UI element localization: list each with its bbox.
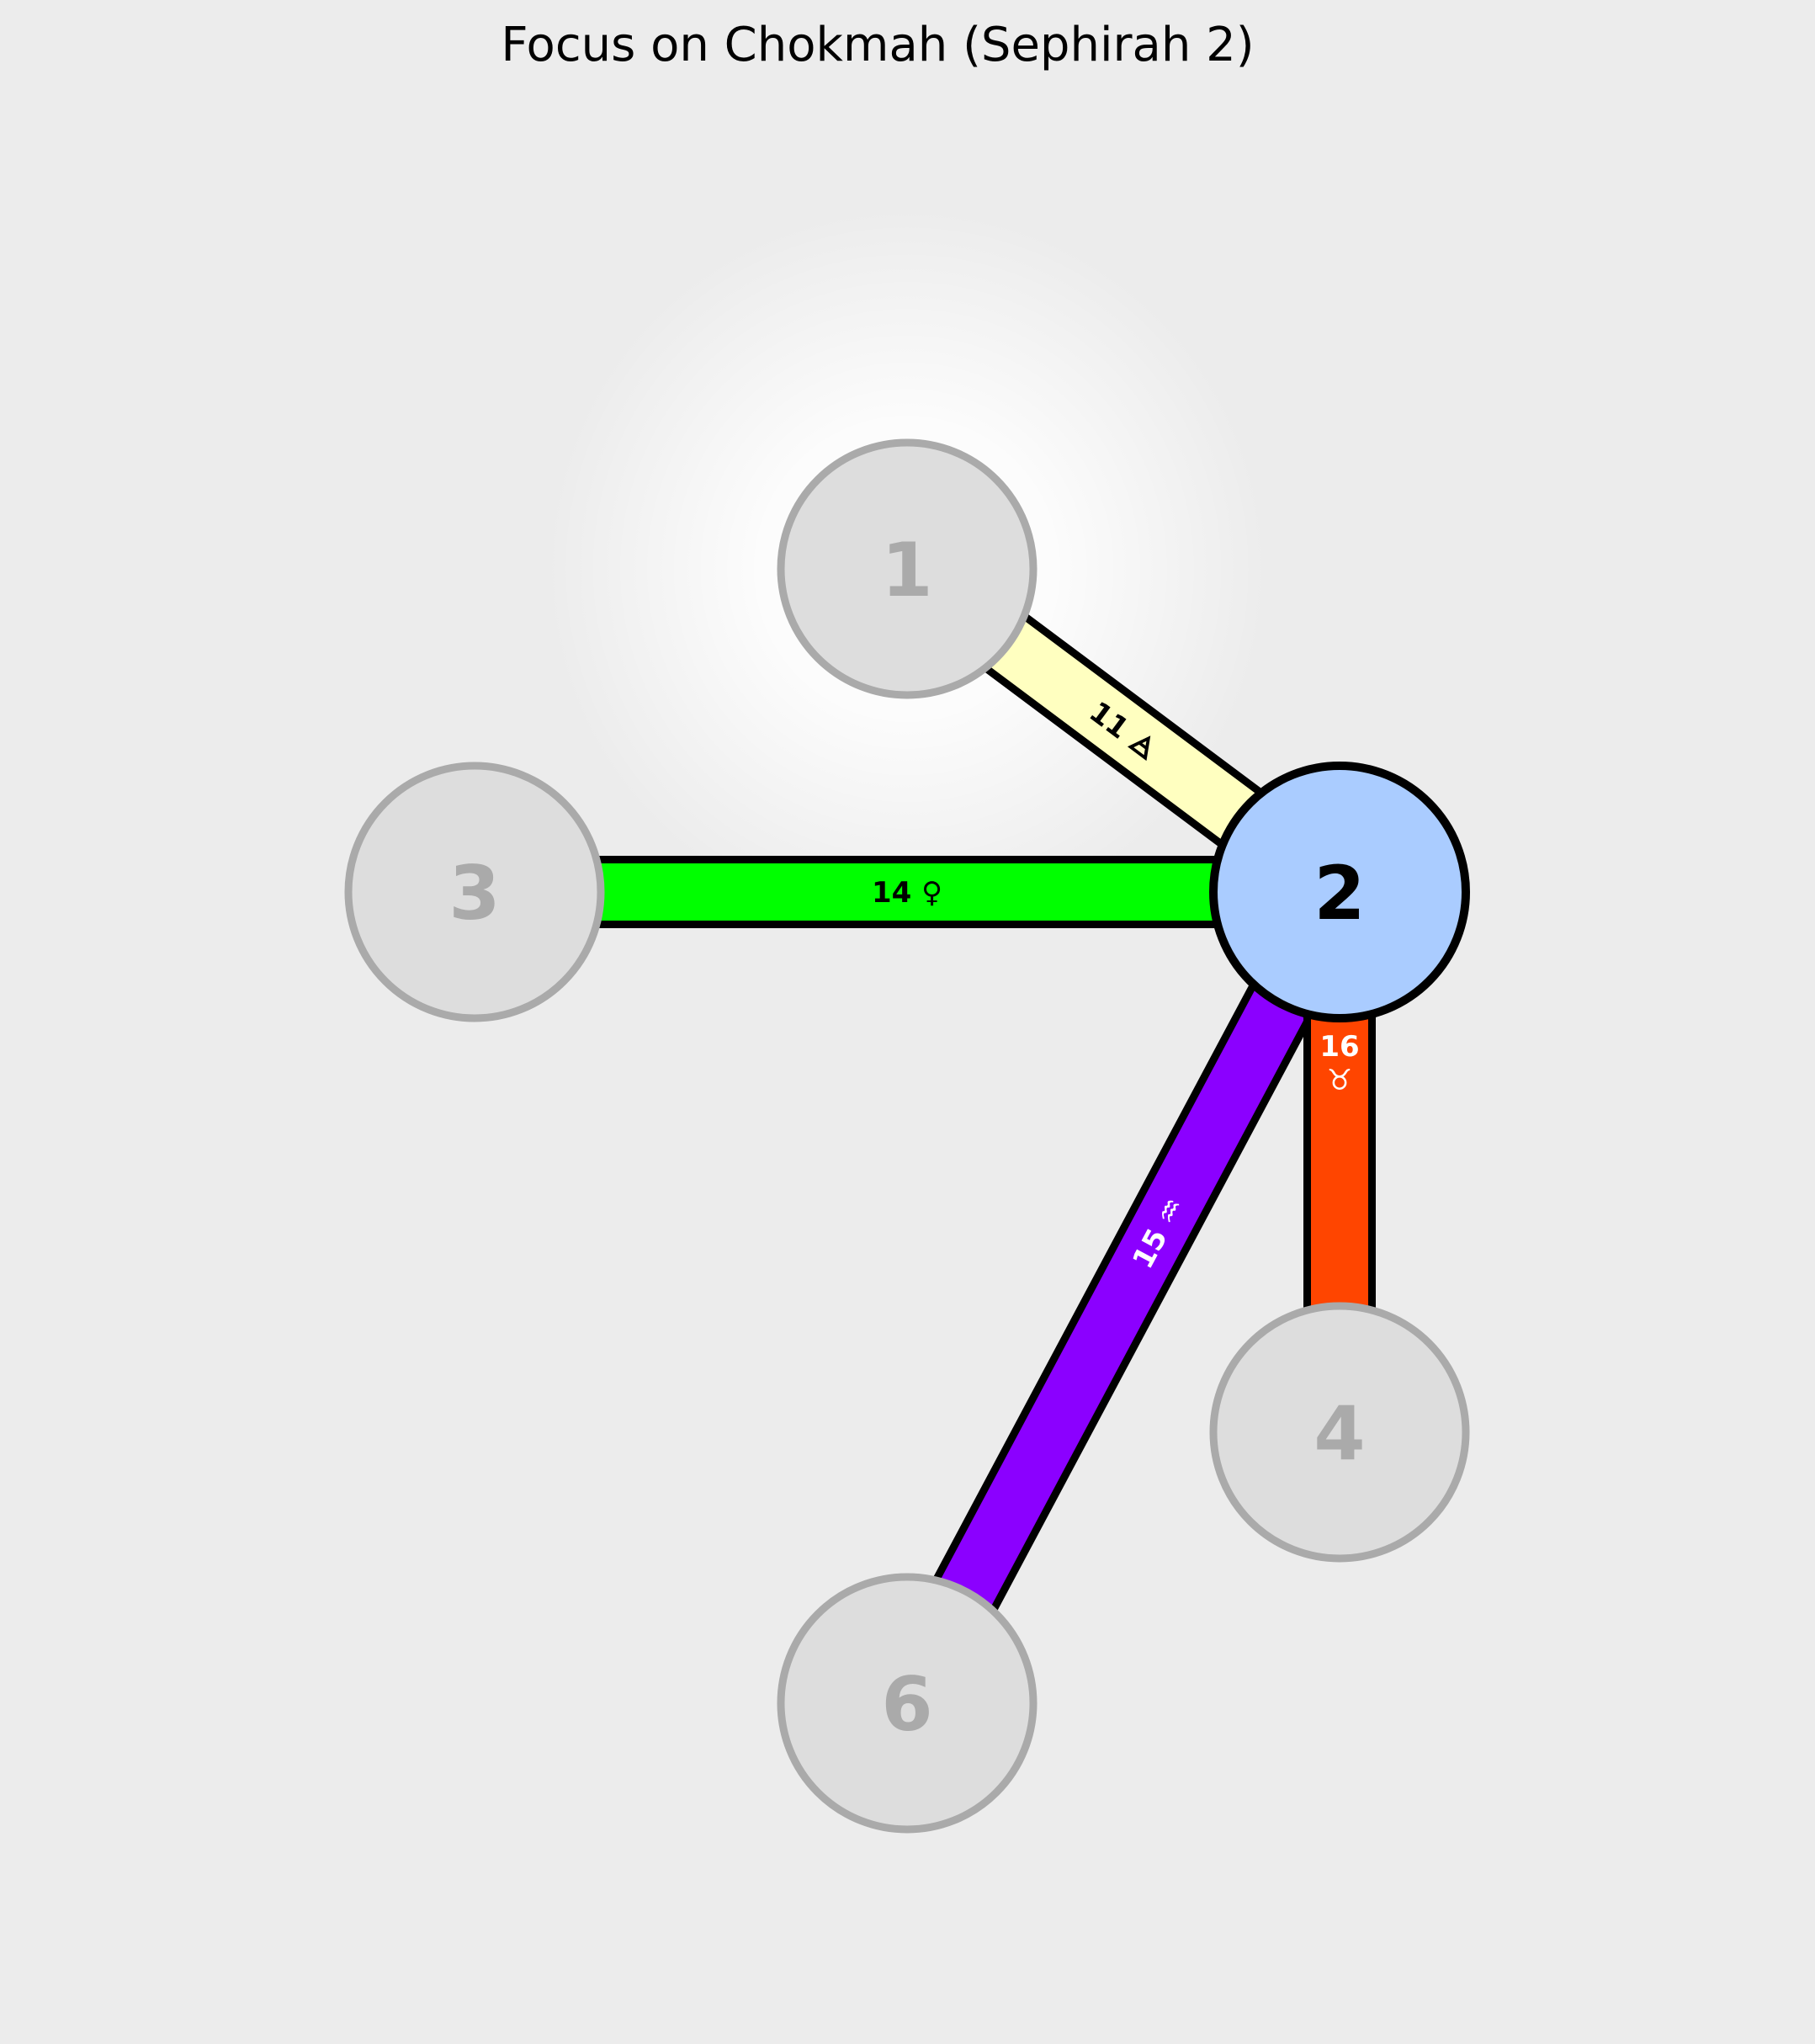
node-2-label: 2 (1313, 850, 1365, 937)
sephirah-node-4[interactable]: 4 (1209, 1302, 1470, 1563)
node-4-circle[interactable] (1209, 1302, 1470, 1563)
node-3-label: 3 (448, 850, 500, 937)
path-16-number: 16 (1319, 1030, 1359, 1064)
diagram-title: Focus on Chokmah (Sephirah 2) (501, 18, 1254, 72)
nodes-layer: 1 2 3 4 6 (344, 438, 1470, 1834)
sephirah-node-2[interactable]: 2 (1209, 762, 1470, 1022)
path-15 (875, 874, 1372, 1721)
node-4-label: 4 (1313, 1390, 1365, 1477)
path-16-symbol: ♉ (1327, 1064, 1352, 1097)
path-16-label: 16 ♉ (1319, 1030, 1359, 1097)
node-6-circle[interactable] (777, 1573, 1038, 1834)
path-14-label: 14 ♀ (872, 876, 942, 910)
sephirah-node-1[interactable]: 1 (777, 438, 1038, 699)
node-3-circle[interactable] (344, 762, 605, 1022)
node-1-label: 1 (881, 527, 932, 613)
sephirah-node-3[interactable]: 3 (344, 762, 605, 1022)
node-2-circle[interactable] (1209, 762, 1470, 1022)
sephirah-node-6[interactable]: 6 (777, 1573, 1038, 1834)
node-6-label: 6 (881, 1661, 932, 1748)
node-1-circle[interactable] (777, 438, 1038, 699)
path-15-fill (881, 879, 1366, 1717)
